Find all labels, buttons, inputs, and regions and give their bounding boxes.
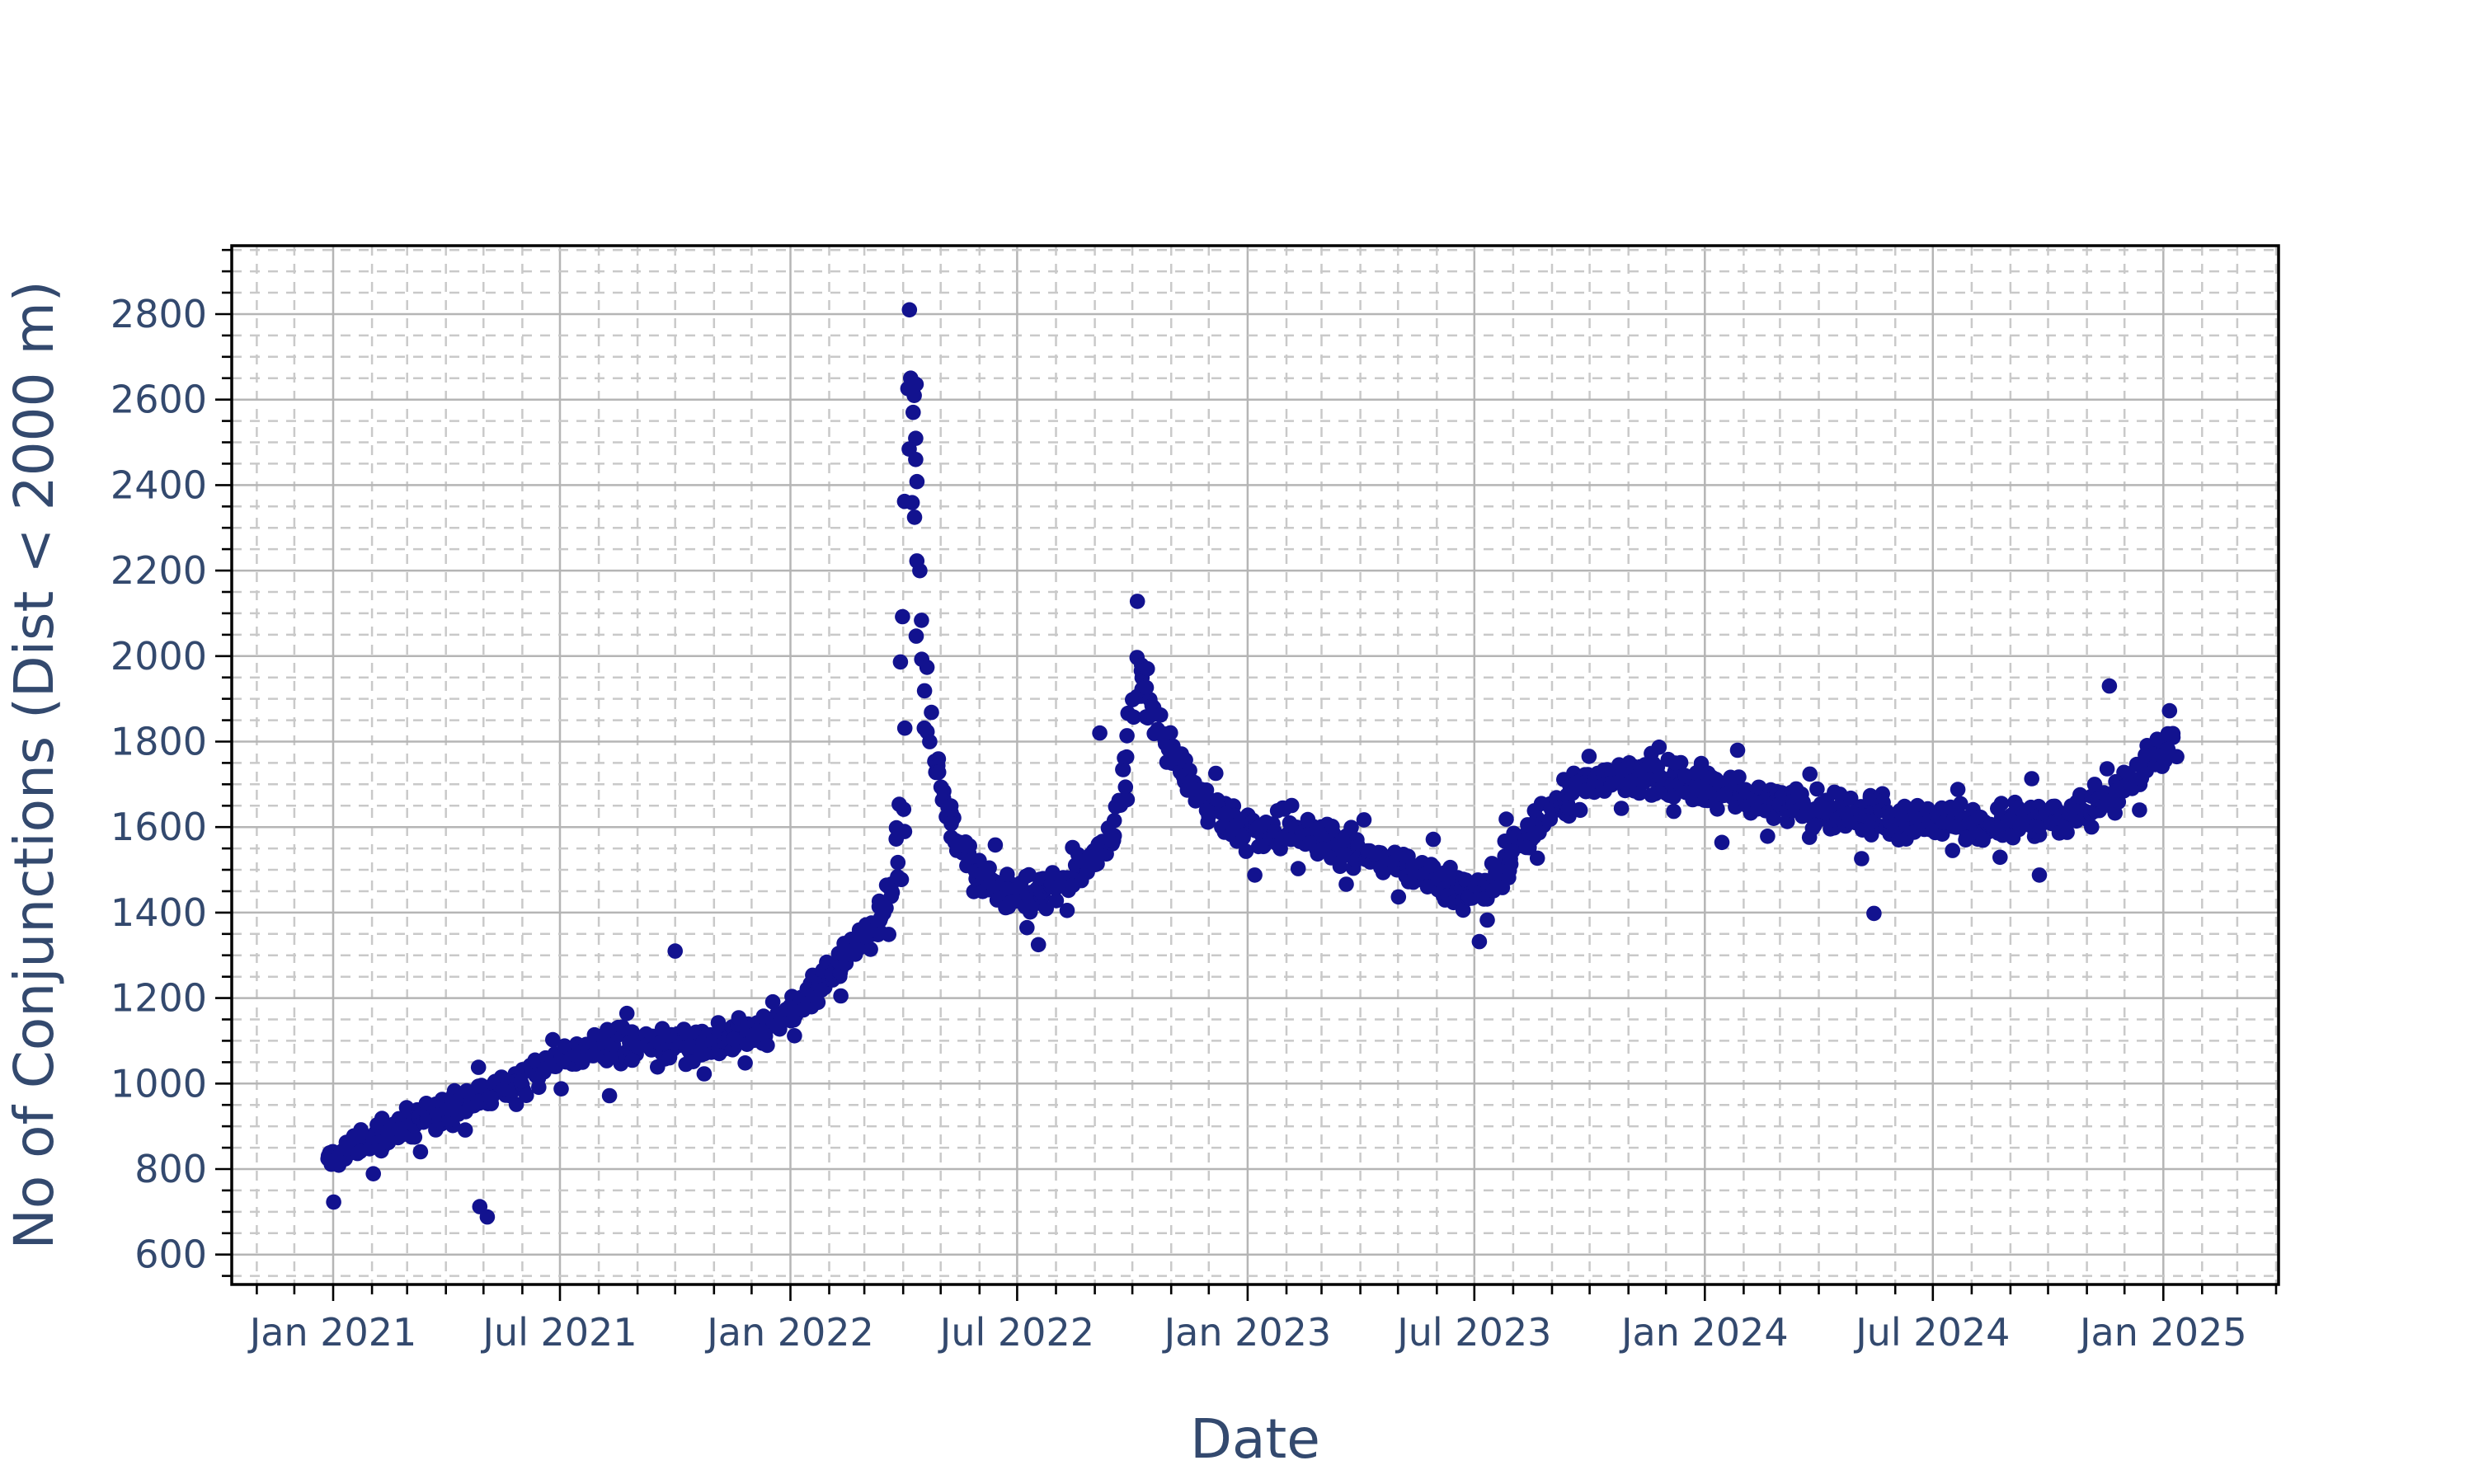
x-tick-label: Jul 2021 [480, 1310, 637, 1355]
y-tick-label: 2600 [111, 378, 207, 422]
y-tick-label: 1800 [111, 720, 207, 764]
x-tick-label: Jul 2023 [1395, 1310, 1551, 1355]
y-tick-label: 2400 [111, 463, 207, 507]
y-tick-label: 1400 [111, 890, 207, 935]
x-tick-label: Jan 2021 [247, 1310, 417, 1355]
x-tick-label: Jan 2022 [704, 1310, 874, 1355]
x-tick-label: Jan 2025 [2077, 1310, 2247, 1355]
y-tick-label: 2800 [111, 292, 207, 336]
x-tick-label: Jul 2024 [1853, 1310, 2010, 1355]
y-axis-title: No of Conjunctions (Dist < 2000 m) [2, 280, 66, 1249]
axes-frame [215, 244, 2280, 1301]
x-axis-title: Date [1190, 1407, 1320, 1471]
y-tick-label: 800 [134, 1147, 207, 1191]
x-tick-label: Jan 2024 [1619, 1310, 1789, 1355]
y-tick-label: 2000 [111, 634, 207, 679]
y-tick-label: 1000 [111, 1061, 207, 1106]
data-points [320, 302, 2185, 1225]
y-tick-label: 1200 [111, 976, 207, 1021]
x-tick-label: Jan 2023 [1162, 1310, 1332, 1355]
x-tick-label: Jul 2022 [938, 1310, 1094, 1355]
y-tick-label: 600 [134, 1233, 207, 1277]
tick-labels: Jan 2021 Jul 2021 Jan 2022 Jul 2022 Jan 2023… [111, 292, 2247, 1355]
y-tick-label: 1600 [111, 805, 207, 849]
y-tick-label: 2200 [111, 548, 207, 593]
grid-layer [232, 246, 2279, 1284]
